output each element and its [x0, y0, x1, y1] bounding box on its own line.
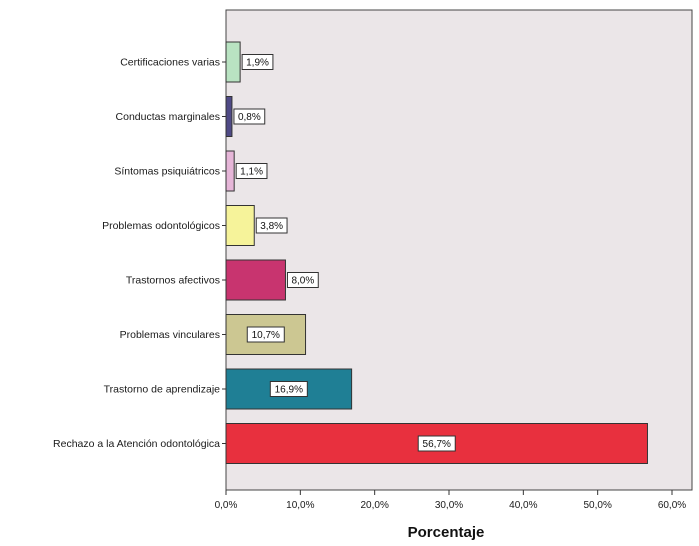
category-label: Trastorno de aprendizaje — [104, 384, 221, 396]
data-label: 1,9% — [246, 58, 269, 69]
bars-layer: 1,9% 0,8% 1,1% 3,8% 8,0% 10,7% 16,9% 56,7% — [225, 41, 648, 464]
x-axis-ticks: 0,0% 10,0% 20,0% 30,0% 40,0% 50,0% 60,0% — [215, 490, 686, 511]
data-label: 3,8% — [260, 221, 283, 232]
data-label-box — [286, 272, 319, 288]
bar — [225, 205, 255, 246]
data-label-box — [417, 435, 456, 452]
data-label-box — [241, 54, 274, 70]
bar — [225, 41, 241, 83]
category-label: Certificaciones varias — [120, 57, 220, 69]
x-tick-label: 20,0% — [360, 500, 388, 511]
bar — [225, 259, 286, 301]
category-label: Trastornos afectivos — [126, 275, 220, 287]
x-tick-label: 0,0% — [215, 500, 238, 511]
data-label: 8,0% — [291, 276, 314, 287]
data-label-box — [246, 326, 285, 343]
x-tick-label: 40,0% — [509, 500, 537, 511]
data-label: 16,9% — [275, 385, 303, 396]
data-label-box — [269, 381, 308, 397]
category-label: Problemas vinculares — [120, 329, 220, 341]
category-label: Rechazo a la Atención odontológica — [53, 438, 220, 450]
data-label: 56,7% — [423, 439, 451, 450]
x-tick-label: 60,0% — [658, 500, 686, 511]
x-axis-title: Porcentaje — [408, 524, 485, 541]
category-label: Problemas odontológicos — [102, 220, 220, 232]
plot-area — [225, 9, 693, 491]
data-label-box — [235, 163, 268, 179]
category-label: Conductas marginales — [116, 111, 220, 123]
category-labels: Certificaciones varias Conductas marginal… — [53, 57, 226, 450]
x-tick-label: 10,0% — [286, 500, 314, 511]
data-label: 0,8% — [238, 112, 261, 123]
data-label: 10,7% — [252, 330, 280, 341]
x-tick-label: 30,0% — [435, 500, 463, 511]
bar — [225, 96, 233, 137]
data-label-box — [233, 108, 266, 125]
bar — [225, 150, 235, 192]
data-label-box — [255, 217, 288, 234]
data-label: 1,1% — [240, 167, 263, 178]
category-label: Síntomas psiquiátricos — [114, 166, 220, 178]
x-tick-label: 50,0% — [583, 500, 611, 511]
